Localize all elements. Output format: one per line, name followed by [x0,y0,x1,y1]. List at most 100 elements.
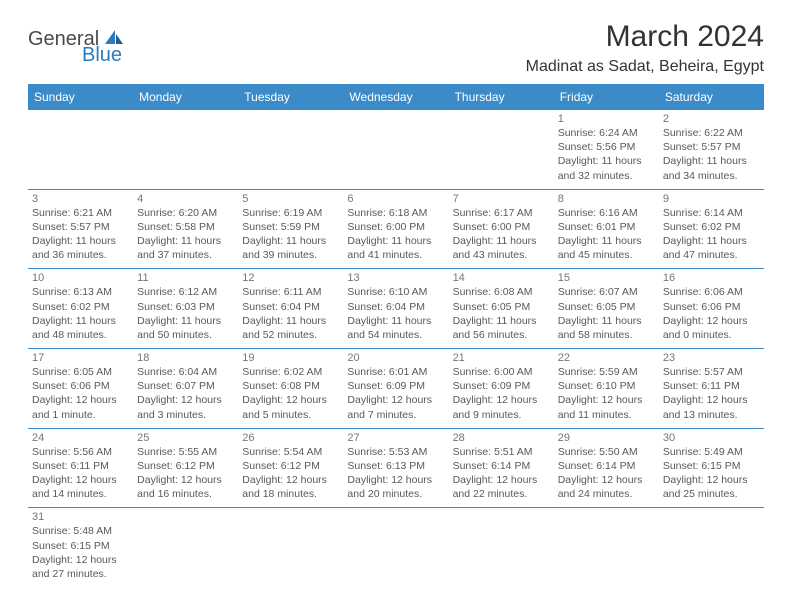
day-number: 11 [137,272,234,284]
day-cell: 11Sunrise: 6:12 AMSunset: 6:03 PMDayligh… [133,269,238,349]
empty-cell [28,110,133,189]
sunrise-text: Sunrise: 6:12 AM [137,285,234,299]
day-cell: 19Sunrise: 6:02 AMSunset: 6:08 PMDayligh… [238,349,343,429]
empty-cell [238,508,343,587]
day-header-row: SundayMondayTuesdayWednesdayThursdayFrid… [28,84,764,110]
daylight-text: Daylight: 11 hours and 56 minutes. [453,314,550,342]
day-cell: 4Sunrise: 6:20 AMSunset: 5:58 PMDaylight… [133,189,238,269]
sunset-text: Sunset: 6:03 PM [137,300,234,314]
sunset-text: Sunset: 6:15 PM [663,459,760,473]
day-header-friday: Friday [554,84,659,110]
day-cell: 22Sunrise: 5:59 AMSunset: 6:10 PMDayligh… [554,349,659,429]
sunset-text: Sunset: 6:10 PM [558,379,655,393]
daylight-text: Daylight: 12 hours and 20 minutes. [347,473,444,501]
sunrise-text: Sunrise: 6:07 AM [558,285,655,299]
daylight-text: Daylight: 11 hours and 34 minutes. [663,154,760,182]
day-cell: 15Sunrise: 6:07 AMSunset: 6:05 PMDayligh… [554,269,659,349]
day-number: 14 [453,272,550,284]
sunrise-text: Sunrise: 6:08 AM [453,285,550,299]
sunset-text: Sunset: 5:56 PM [558,140,655,154]
day-number: 5 [242,193,339,205]
daylight-text: Daylight: 11 hours and 50 minutes. [137,314,234,342]
sunset-text: Sunset: 6:00 PM [453,220,550,234]
daylight-text: Daylight: 11 hours and 52 minutes. [242,314,339,342]
day-cell: 18Sunrise: 6:04 AMSunset: 6:07 PMDayligh… [133,349,238,429]
calendar-table: SundayMondayTuesdayWednesdayThursdayFrid… [28,84,764,587]
day-number: 23 [663,352,760,364]
sunrise-text: Sunrise: 6:20 AM [137,206,234,220]
day-cell: 25Sunrise: 5:55 AMSunset: 6:12 PMDayligh… [133,428,238,508]
sunrise-text: Sunrise: 5:53 AM [347,445,444,459]
day-number: 20 [347,352,444,364]
sunrise-text: Sunrise: 5:59 AM [558,365,655,379]
day-header-saturday: Saturday [659,84,764,110]
header: General Blue March 2024 Madinat as Sadat… [28,20,764,76]
sunrise-text: Sunrise: 5:51 AM [453,445,550,459]
week-row: 31Sunrise: 5:48 AMSunset: 6:15 PMDayligh… [28,508,764,587]
sunrise-text: Sunrise: 6:11 AM [242,285,339,299]
empty-cell [449,110,554,189]
empty-cell [554,508,659,587]
sunset-text: Sunset: 6:04 PM [347,300,444,314]
daylight-text: Daylight: 11 hours and 37 minutes. [137,234,234,262]
daylight-text: Daylight: 12 hours and 3 minutes. [137,393,234,421]
week-row: 3Sunrise: 6:21 AMSunset: 5:57 PMDaylight… [28,189,764,269]
day-cell: 6Sunrise: 6:18 AMSunset: 6:00 PMDaylight… [343,189,448,269]
sunrise-text: Sunrise: 6:16 AM [558,206,655,220]
sunset-text: Sunset: 6:09 PM [347,379,444,393]
title-block: March 2024 Madinat as Sadat, Beheira, Eg… [526,20,764,76]
sunset-text: Sunset: 6:04 PM [242,300,339,314]
day-cell: 16Sunrise: 6:06 AMSunset: 6:06 PMDayligh… [659,269,764,349]
day-cell: 23Sunrise: 5:57 AMSunset: 6:11 PMDayligh… [659,349,764,429]
sunset-text: Sunset: 6:12 PM [137,459,234,473]
sunrise-text: Sunrise: 6:00 AM [453,365,550,379]
week-row: 1Sunrise: 6:24 AMSunset: 5:56 PMDaylight… [28,110,764,189]
day-number: 3 [32,193,129,205]
daylight-text: Daylight: 11 hours and 54 minutes. [347,314,444,342]
daylight-text: Daylight: 12 hours and 22 minutes. [453,473,550,501]
daylight-text: Daylight: 11 hours and 47 minutes. [663,234,760,262]
empty-cell [659,508,764,587]
sunrise-text: Sunrise: 6:19 AM [242,206,339,220]
day-header-tuesday: Tuesday [238,84,343,110]
day-number: 19 [242,352,339,364]
sunset-text: Sunset: 6:12 PM [242,459,339,473]
day-number: 13 [347,272,444,284]
day-number: 22 [558,352,655,364]
sunrise-text: Sunrise: 6:10 AM [347,285,444,299]
sunset-text: Sunset: 6:01 PM [558,220,655,234]
empty-cell [133,508,238,587]
empty-cell [343,508,448,587]
sunrise-text: Sunrise: 6:13 AM [32,285,129,299]
sunset-text: Sunset: 6:09 PM [453,379,550,393]
daylight-text: Daylight: 11 hours and 45 minutes. [558,234,655,262]
daylight-text: Daylight: 12 hours and 9 minutes. [453,393,550,421]
sunset-text: Sunset: 5:57 PM [32,220,129,234]
day-number: 1 [558,113,655,125]
sunrise-text: Sunrise: 5:49 AM [663,445,760,459]
day-cell: 13Sunrise: 6:10 AMSunset: 6:04 PMDayligh… [343,269,448,349]
sunrise-text: Sunrise: 5:50 AM [558,445,655,459]
daylight-text: Daylight: 12 hours and 25 minutes. [663,473,760,501]
day-number: 27 [347,432,444,444]
sunrise-text: Sunrise: 6:06 AM [663,285,760,299]
day-cell: 9Sunrise: 6:14 AMSunset: 6:02 PMDaylight… [659,189,764,269]
day-number: 8 [558,193,655,205]
day-number: 26 [242,432,339,444]
daylight-text: Daylight: 11 hours and 43 minutes. [453,234,550,262]
sunrise-text: Sunrise: 6:22 AM [663,126,760,140]
sunrise-text: Sunrise: 6:21 AM [32,206,129,220]
daylight-text: Daylight: 11 hours and 32 minutes. [558,154,655,182]
sunset-text: Sunset: 6:13 PM [347,459,444,473]
day-cell: 3Sunrise: 6:21 AMSunset: 5:57 PMDaylight… [28,189,133,269]
sunrise-text: Sunrise: 6:05 AM [32,365,129,379]
daylight-text: Daylight: 12 hours and 18 minutes. [242,473,339,501]
logo: General Blue [28,28,125,51]
day-number: 18 [137,352,234,364]
logo-text-blue: Blue [82,44,122,66]
day-number: 21 [453,352,550,364]
daylight-text: Daylight: 12 hours and 11 minutes. [558,393,655,421]
day-cell: 31Sunrise: 5:48 AMSunset: 6:15 PMDayligh… [28,508,133,587]
day-header-sunday: Sunday [28,84,133,110]
daylight-text: Daylight: 11 hours and 36 minutes. [32,234,129,262]
